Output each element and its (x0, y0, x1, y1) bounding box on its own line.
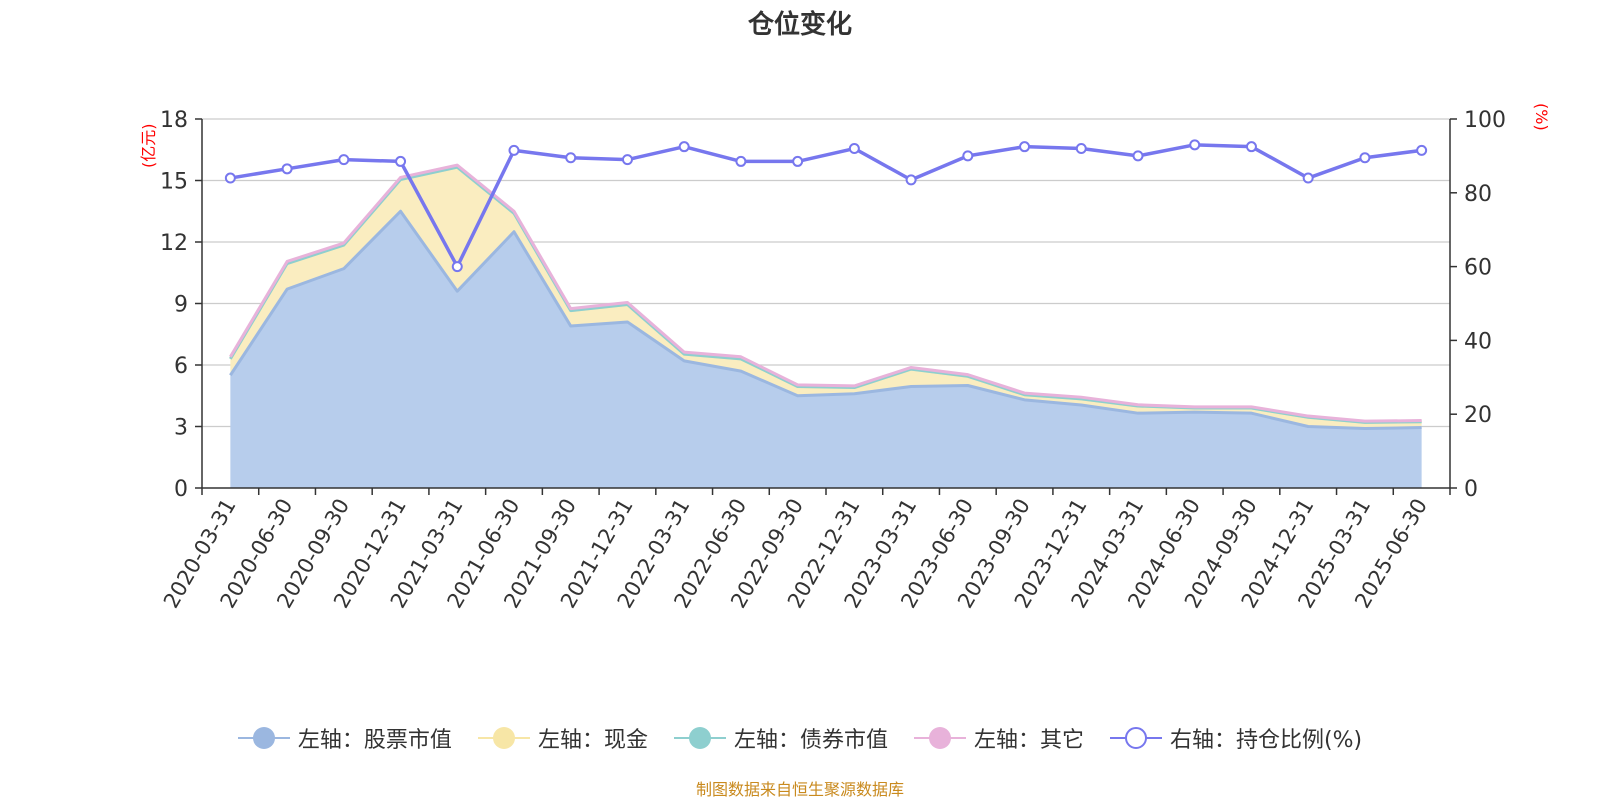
right-tick-label: 100 (1464, 108, 1506, 133)
area-line-左轴：其它 (229, 163, 1422, 423)
chart-title: 仓位变化 (747, 10, 852, 40)
right-tick-label: 0 (1464, 477, 1478, 502)
ratio-point (621, 154, 633, 166)
ratio-point (1189, 139, 1201, 151)
left-tick-label: 12 (160, 231, 188, 256)
ratio-point (565, 152, 577, 164)
left-tick-label: 15 (160, 170, 188, 195)
ratio-point (1075, 143, 1087, 155)
ratio-point (1132, 150, 1144, 162)
legend-label: 左轴：股票市值 (297, 728, 452, 753)
ratio-point (338, 154, 350, 166)
ratio-point (905, 174, 917, 186)
legend-item-ratio[interactable]: 右轴：持仓比例(%) (1109, 722, 1363, 754)
ratio-point (1359, 152, 1371, 164)
legend-item-bond[interactable]: 左轴：债券市值 (673, 722, 888, 754)
ratio-point (962, 150, 974, 162)
ratio-point (1019, 141, 1031, 153)
ratio-point (1416, 144, 1428, 156)
ratio-point (1302, 172, 1314, 184)
legend-label: 右轴：持仓比例(%) (1169, 728, 1363, 753)
legend-item-cash[interactable]: 左轴：现金 (477, 722, 648, 754)
left-tick-label: 0 (174, 477, 188, 502)
ratio-point (395, 155, 407, 167)
legend-marker-icon (477, 725, 530, 751)
ratio-point (678, 141, 690, 153)
left-tick-label: 18 (160, 108, 188, 133)
ratio-point (281, 163, 293, 175)
right-tick-label: 40 (1464, 329, 1492, 354)
ratio-point (224, 172, 236, 184)
ratio-point (735, 155, 747, 167)
source-note: 制图数据来自恒生聚源数据库 (695, 780, 904, 799)
legend-marker-icon (673, 725, 726, 751)
left-tick-label: 6 (174, 354, 188, 379)
legend-marker-icon (1109, 725, 1162, 751)
legend-marker-icon (237, 725, 290, 751)
ratio-point (451, 261, 463, 273)
left-tick-label: 3 (174, 416, 188, 441)
left-axis-unit: (亿元) (139, 123, 158, 169)
ratio-point (508, 144, 520, 156)
right-axis-unit: (%) (1532, 103, 1551, 131)
area-line-左轴：股票市值 (229, 209, 1422, 431)
ratio-line (230, 143, 1422, 269)
legend-label: 左轴：债券市值 (733, 728, 888, 753)
area-左轴：股票市值 (230, 211, 1422, 488)
right-tick-label: 20 (1464, 403, 1492, 428)
ratio-point (848, 143, 860, 155)
legend-marker-icon (913, 725, 966, 751)
right-tick-label: 60 (1464, 256, 1492, 281)
chart-legend: 左轴：股票市值 左轴：现金 左轴：债券市值 左轴：其它 右轴：持仓比例(%) (0, 722, 1600, 754)
ratio-point (792, 155, 804, 167)
legend-label: 左轴：其它 (973, 728, 1084, 753)
legend-item-other[interactable]: 左轴：其它 (913, 722, 1084, 754)
legend-label: 左轴：现金 (537, 728, 648, 753)
right-tick-label: 80 (1464, 182, 1492, 207)
left-tick-label: 9 (174, 293, 188, 318)
ratio-point (1245, 141, 1257, 153)
legend-item-stock[interactable]: 左轴：股票市值 (237, 722, 452, 754)
